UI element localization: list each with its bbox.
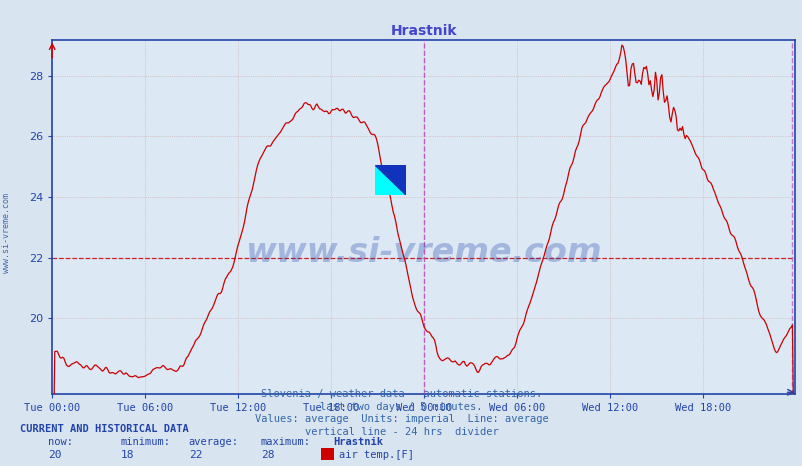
Polygon shape [375, 165, 406, 195]
Text: minimum:: minimum: [120, 437, 170, 446]
Text: www.si-vreme.com: www.si-vreme.com [2, 193, 11, 273]
Text: vertical line - 24 hrs  divider: vertical line - 24 hrs divider [304, 427, 498, 437]
Text: Slovenia / weather data - automatic stations.: Slovenia / weather data - automatic stat… [261, 389, 541, 399]
Text: CURRENT AND HISTORICAL DATA: CURRENT AND HISTORICAL DATA [20, 425, 188, 434]
Text: average:: average: [188, 437, 238, 446]
Text: Hrastnik: Hrastnik [333, 437, 383, 446]
Text: now:: now: [48, 437, 73, 446]
Text: last two days / 5 minutes.: last two days / 5 minutes. [320, 402, 482, 411]
Text: Values: average  Units: imperial  Line: average: Values: average Units: imperial Line: av… [254, 414, 548, 424]
Title: Hrastnik: Hrastnik [390, 24, 456, 38]
Text: 18: 18 [120, 450, 134, 459]
Text: 20: 20 [48, 450, 62, 459]
Polygon shape [375, 165, 406, 195]
Text: 22: 22 [188, 450, 202, 459]
Text: www.si-vreme.com: www.si-vreme.com [245, 236, 602, 268]
Text: air temp.[F]: air temp.[F] [338, 450, 413, 459]
Text: 28: 28 [261, 450, 274, 459]
Text: maximum:: maximum: [261, 437, 310, 446]
